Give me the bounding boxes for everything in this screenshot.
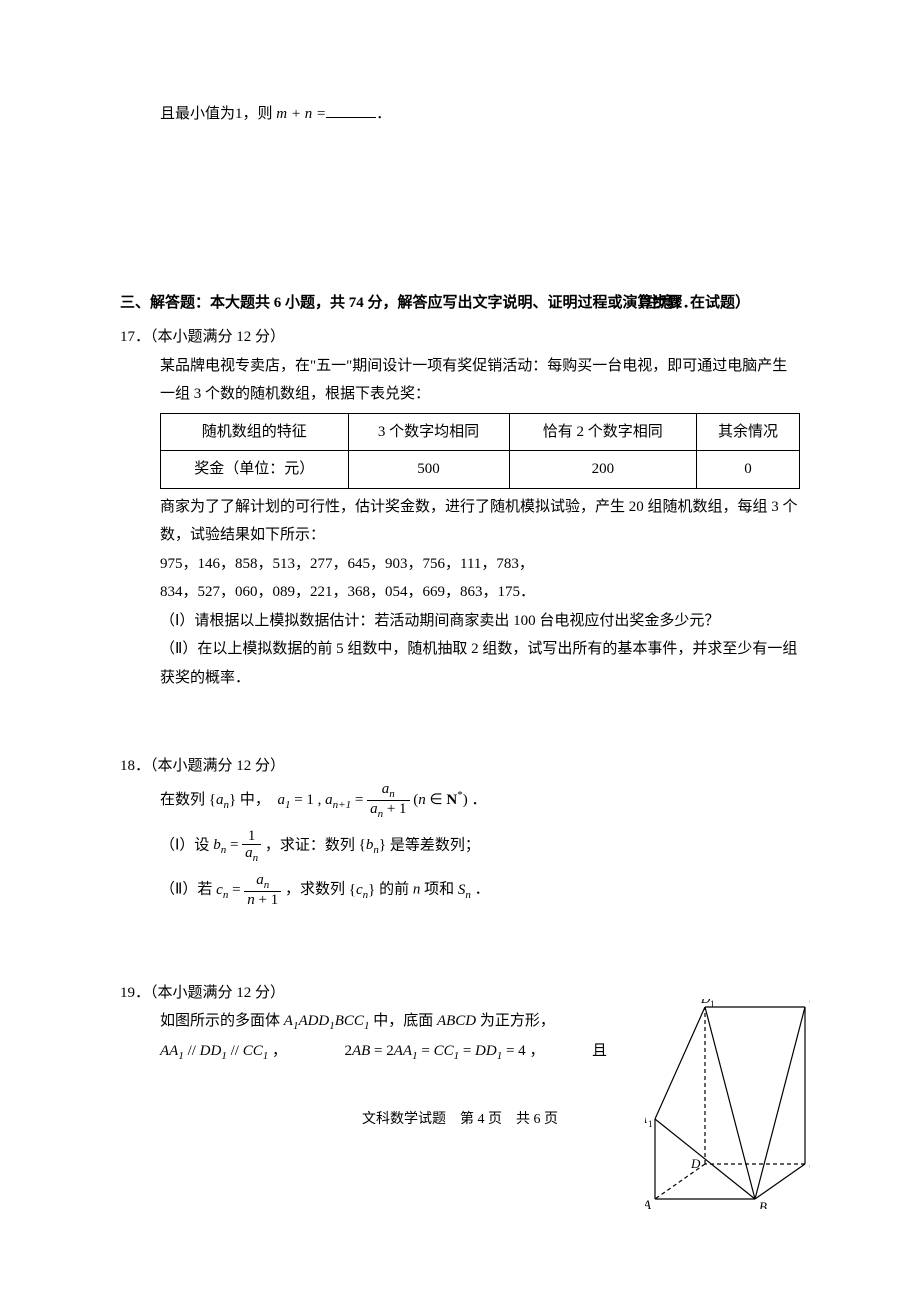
question-19: 19．（本小题满分 12 分） 如图所示的多面体 A1ADD1BCC1 中，底面… xyxy=(120,979,800,1067)
q18-part2-c: 的前 xyxy=(379,882,409,898)
table-row: 随机数组的特征 3 个数字均相同 恰有 2 个数字相同 其余情况 xyxy=(161,413,800,451)
table-cell: 恰有 2 个数字相同 xyxy=(509,413,697,451)
q18-part1: （Ⅰ）设 bn = 1 an ，求证：数列 {bn} 是等差数列； xyxy=(160,828,800,865)
a1-eq: a1 = 1 , an+1 = xyxy=(274,792,367,808)
domain-n: (n ∈ N*) xyxy=(413,792,467,808)
q19-line1: 如图所示的多面体 A1ADD1BCC1 中，底面 ABCD 为正方形， xyxy=(160,1007,620,1037)
q19-line2-and: 且 xyxy=(592,1043,607,1059)
seq-cn: {cn} xyxy=(349,882,376,898)
q18-part1-c: 是等差数列； xyxy=(390,837,480,853)
q17-p2: 商家为了了解计划的可行性，估计奖金数，进行了随机模拟试验，产生 20 组随机数组… xyxy=(160,493,800,550)
table-cell: 奖金（单位：元） xyxy=(161,451,349,489)
q17-part2: （Ⅱ）在以上模拟数据的前 5 组数中，随机抽取 2 组数，试写出所有的基本事件，… xyxy=(160,635,800,692)
q17-p1: 某品牌电视专卖店，在"五一"期间设计一项有奖促销活动：每购买一台电视，即可通过电… xyxy=(160,352,800,409)
seq-an: {an} xyxy=(209,792,236,808)
solid-name: A1ADD1BCC1 xyxy=(284,1013,370,1029)
q18-part1-b: ，求证：数列 xyxy=(265,837,355,853)
q18-part2-b: ，求数列 xyxy=(285,882,345,898)
Sn: Sn xyxy=(458,882,471,898)
frac-cn: an n + 1 xyxy=(244,872,281,909)
section-3-title-text: 三、解答题：本大题共 6 小题，共 74 分，解答应写出文字说明、证明过程或演算… xyxy=(120,295,698,311)
parallel-cond: AA1 // DD1 // CC1 xyxy=(160,1043,268,1059)
q18-line1: 在数列 {an} 中， a1 = 1 , an+1 = an an + 1 (n… xyxy=(160,781,800,820)
svg-text:A: A xyxy=(645,1197,651,1209)
svg-text:B: B xyxy=(759,1199,767,1209)
q19-line2: AA1 // DD1 // CC1 ， 2AB = 2AA1 = CC1 = D… xyxy=(160,1037,620,1067)
table-cell: 随机数组的特征 xyxy=(161,413,349,451)
q19-line2-c2: ， xyxy=(529,1043,544,1059)
q18-line1-a: 在数列 xyxy=(160,792,205,808)
q19-figure: ABCDA1D1C1 xyxy=(645,999,810,1209)
svg-text:1: 1 xyxy=(710,999,715,1009)
table-cell: 500 xyxy=(348,451,509,489)
q18-line1-b: 中， xyxy=(240,792,270,808)
question-18: 18．（本小题满分 12 分） 在数列 {an} 中， a1 = 1 , an+… xyxy=(120,752,800,909)
top-text-after: ． xyxy=(376,106,391,122)
cn-def: cn = xyxy=(216,882,244,898)
seq-bn: {bn} xyxy=(359,837,386,853)
top-text-mid: ，则 xyxy=(243,106,277,122)
frac-bn: 1 an xyxy=(242,828,261,865)
svg-text:1: 1 xyxy=(648,1119,653,1129)
q17-data2: 834，527，060，089，221，368，054，669，863，175． xyxy=(160,578,800,607)
q18-part1-a: （Ⅰ）设 xyxy=(160,837,209,853)
n-var: n xyxy=(413,882,424,898)
svg-text:C: C xyxy=(809,1158,810,1173)
q17-prize-table: 随机数组的特征 3 个数字均相同 恰有 2 个数字相同 其余情况 奖金（单位：元… xyxy=(160,413,800,489)
section-3-title: 三、解答题：本大题共 6 小题，共 74 分，解答应写出文字说明、证明过程或演算… xyxy=(120,289,800,318)
q18-line1-c: ． xyxy=(471,792,486,808)
length-cond: 2AB = 2AA1 = CC1 = DD1 = 4 xyxy=(344,1043,525,1059)
q18-part2-a: （Ⅱ）若 xyxy=(160,882,212,898)
q17-data1: 975，146，858，513，277，645，903，756，111，783， xyxy=(160,550,800,579)
question-17: 17．（本小题满分 12 分） 某品牌电视专卖店，在"五一"期间设计一项有奖促销… xyxy=(120,323,800,692)
top-text-before: 且最小值为 xyxy=(160,106,235,122)
blank-underline xyxy=(326,102,376,118)
q19-line1-a: 如图所示的多面体 xyxy=(160,1013,280,1029)
svg-text:A: A xyxy=(645,1111,647,1126)
q17-part1: （Ⅰ）请根据以上模拟数据估计：若活动期间商家卖出 100 台电视应付出奖金多少元… xyxy=(160,607,800,636)
svg-text:C: C xyxy=(809,999,810,1008)
svg-text:D: D xyxy=(690,1156,701,1171)
q18-part2-e: ． xyxy=(475,882,490,898)
section-3-overlap: （注意：在试题） xyxy=(630,289,750,318)
table-cell: 0 xyxy=(697,451,800,489)
q19-line1-b: 中，底面 xyxy=(373,1013,433,1029)
table-row: 奖金（单位：元） 500 200 0 xyxy=(161,451,800,489)
q18-num: 18．（本小题满分 12 分） xyxy=(120,752,800,781)
top-expr: m + n = xyxy=(276,106,326,122)
q18-part2: （Ⅱ）若 cn = an n + 1 ，求数列 {cn} 的前 n 项和 Sn … xyxy=(160,872,800,909)
table-cell: 其余情况 xyxy=(697,413,800,451)
q18-part2-d: 项和 xyxy=(424,882,454,898)
q19-line1-c: 为正方形， xyxy=(480,1013,555,1029)
q17-num: 17．（本小题满分 12 分） xyxy=(120,323,800,352)
top-fragment: 且最小值为1，则 m + n = ． xyxy=(120,100,800,129)
abcd: ABCD xyxy=(437,1013,480,1029)
top-value: 1 xyxy=(235,106,243,122)
table-cell: 3 个数字均相同 xyxy=(348,413,509,451)
frac-recur: an an + 1 xyxy=(367,781,409,820)
bn-def: bn = xyxy=(213,837,242,853)
table-cell: 200 xyxy=(509,451,697,489)
q19-line2-c1: ， xyxy=(272,1043,287,1059)
